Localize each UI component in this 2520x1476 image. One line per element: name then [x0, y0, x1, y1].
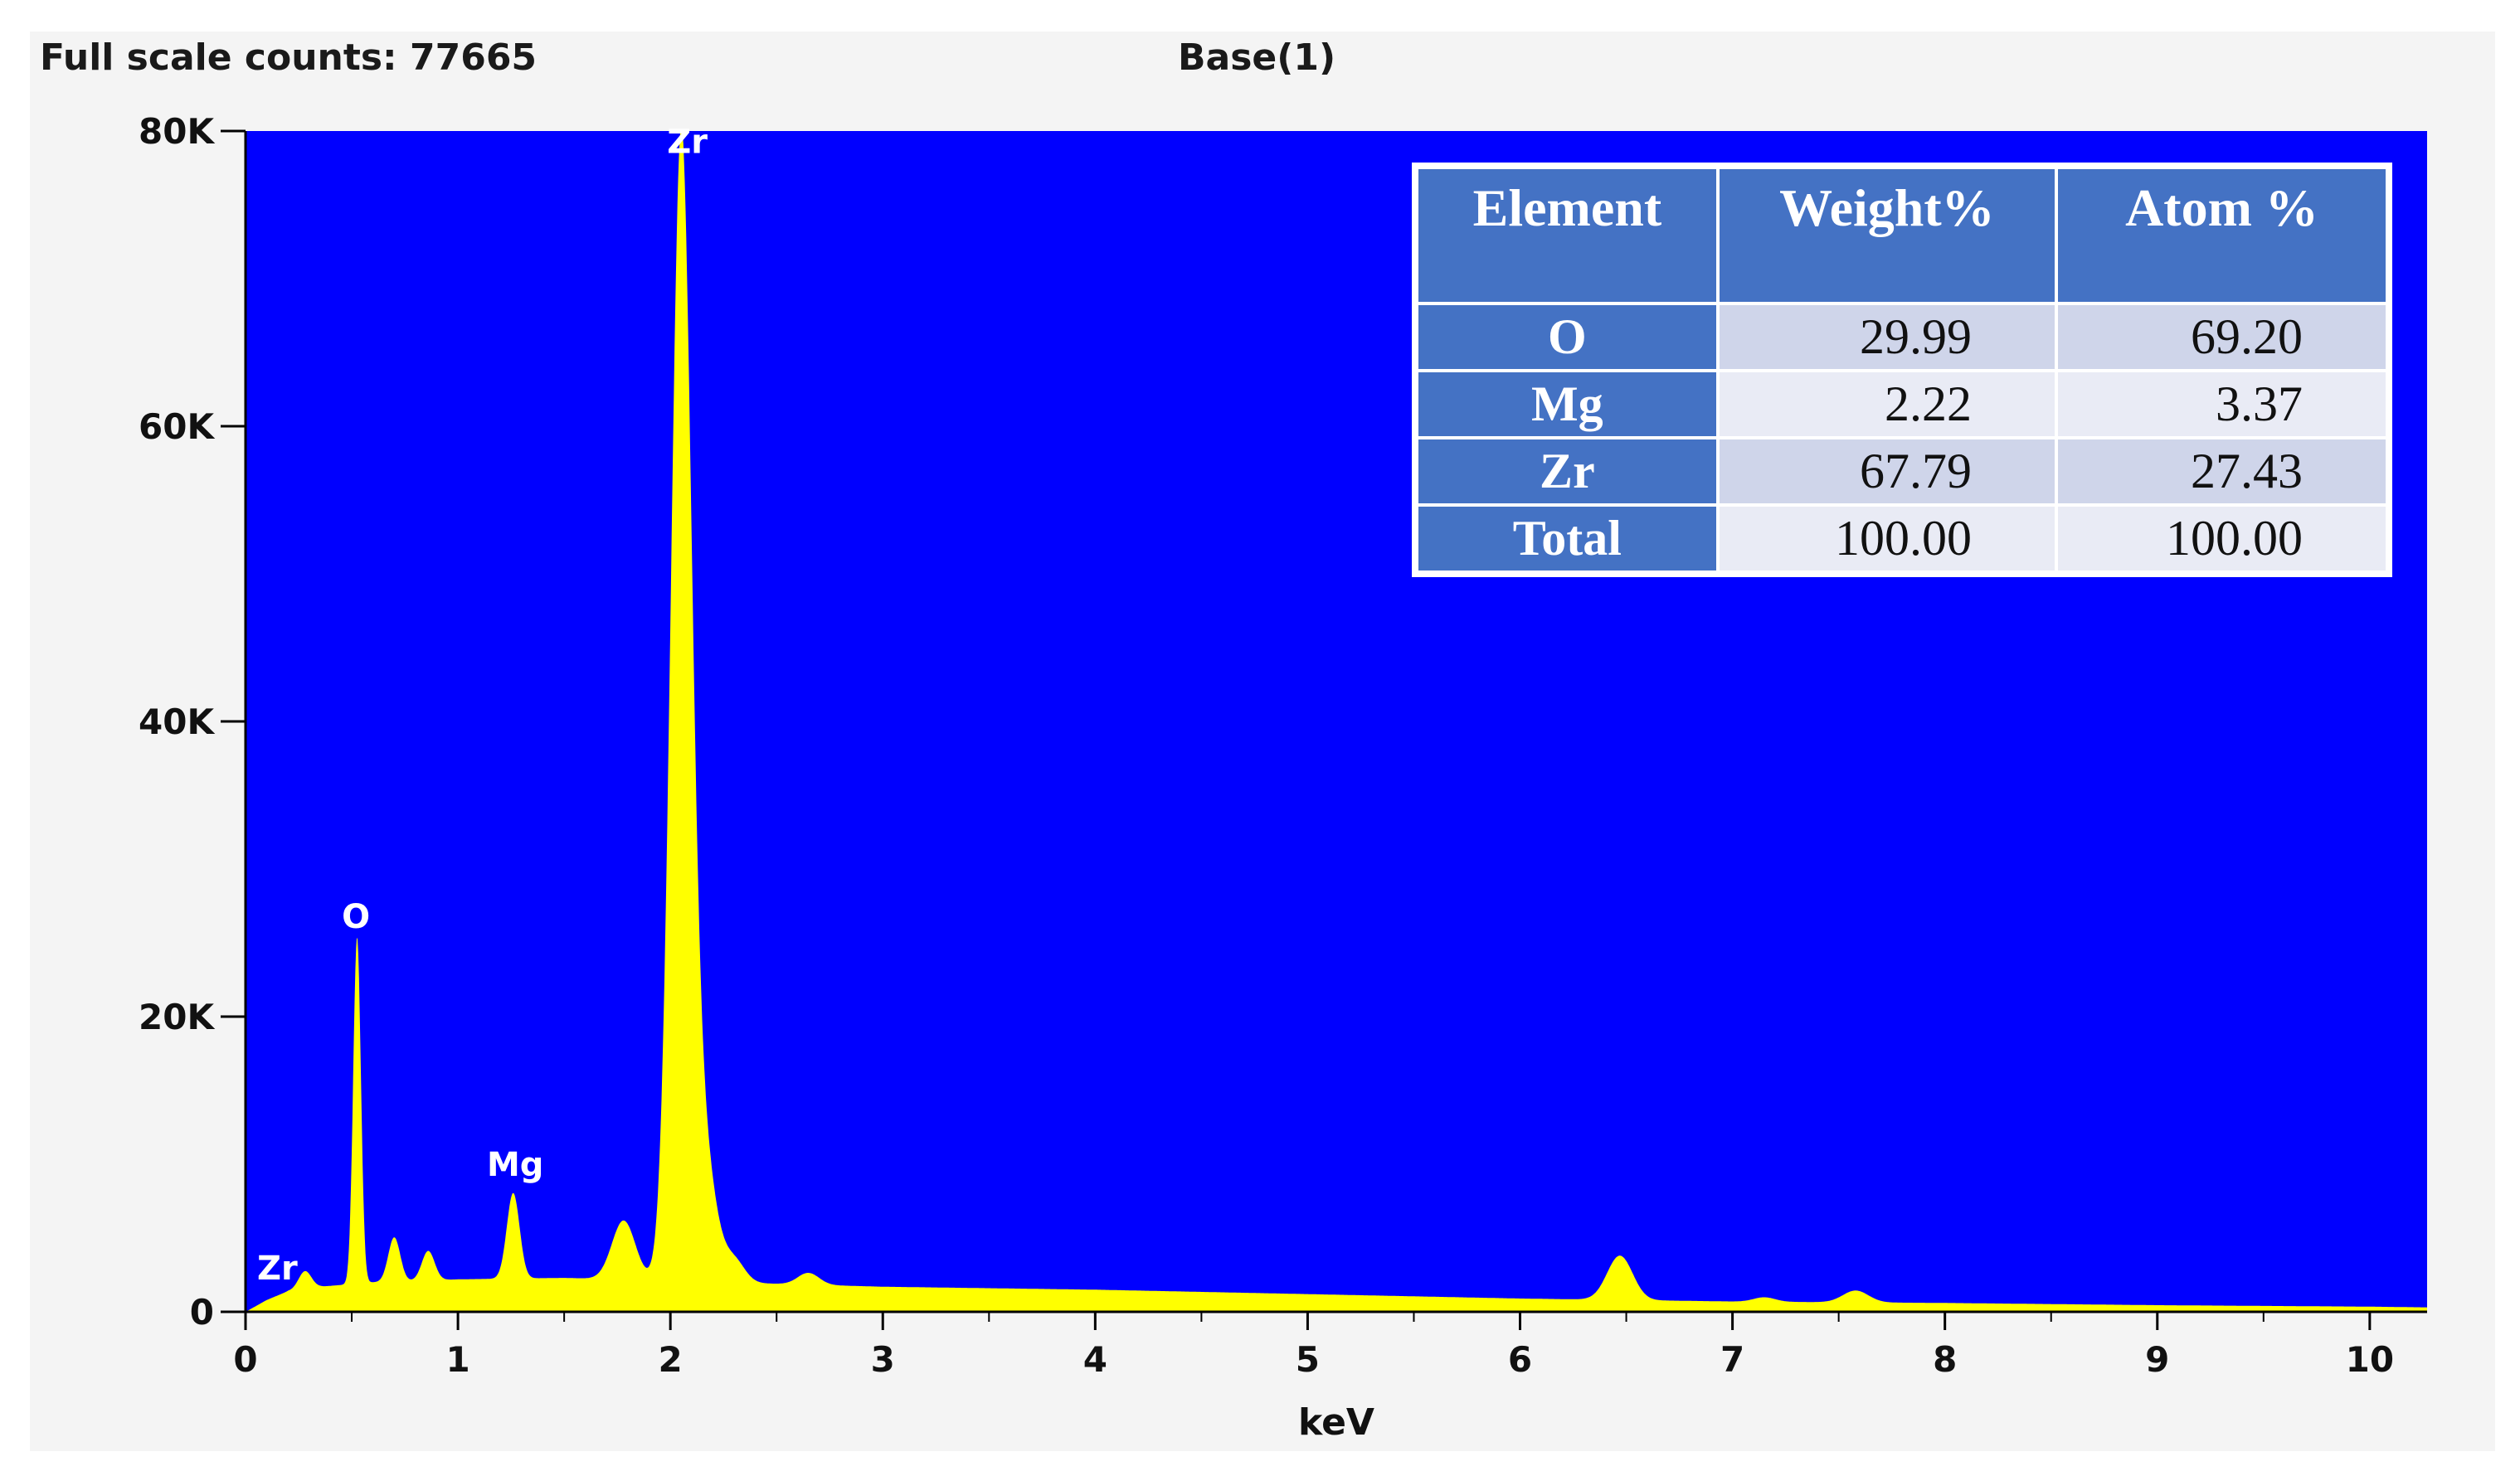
- composition-table: Element Weight% Atom % O 29.99 69.20 Mg …: [1412, 163, 2392, 577]
- header-atom: Atom %: [2055, 166, 2389, 305]
- peak-label: Zr: [257, 1250, 298, 1288]
- weight-cell: 100.00: [1715, 503, 2059, 574]
- x-tick-label: 2: [659, 1339, 683, 1380]
- header-weight: Weight%: [1715, 166, 2059, 305]
- weight-cell: 2.22: [1715, 369, 2059, 439]
- element-cell: Mg: [1415, 369, 1720, 439]
- table-row: O 29.99 69.20: [1415, 302, 2389, 372]
- table-row: Mg 2.22 3.37: [1415, 369, 2389, 439]
- y-tick-label: 20K: [139, 997, 215, 1037]
- x-tick-label: 10: [2346, 1339, 2394, 1380]
- atom-cell: 27.43: [2055, 436, 2389, 507]
- atom-cell: 69.20: [2055, 302, 2389, 372]
- element-cell: Total: [1415, 503, 1720, 574]
- spectrum-name: Base(1): [1178, 36, 1336, 79]
- table-row: Total 100.00 100.00: [1415, 503, 2389, 574]
- x-tick-label: 6: [1508, 1339, 1532, 1380]
- x-tick-label: 5: [1296, 1339, 1320, 1380]
- y-tick-label: 60K: [139, 406, 215, 447]
- peak-label: Mg: [487, 1146, 543, 1184]
- x-axis-label: keV: [1298, 1401, 1374, 1444]
- y-tick-label: 0: [190, 1292, 214, 1333]
- x-tick-label: 7: [1720, 1339, 1744, 1380]
- y-tick-label: 80K: [139, 111, 215, 152]
- x-tick-label: 8: [1933, 1339, 1957, 1380]
- x-tick-label: 0: [233, 1339, 257, 1380]
- peak-label: Zr: [667, 124, 708, 162]
- x-tick-label: 4: [1083, 1339, 1107, 1380]
- element-cell: O: [1415, 302, 1720, 372]
- full-scale-counts: Full scale counts: 77665: [40, 36, 538, 79]
- table-row: Zr 67.79 27.43: [1415, 436, 2389, 507]
- weight-cell: 29.99: [1715, 302, 2059, 372]
- y-tick-label: 40K: [139, 702, 215, 742]
- header-element: Element: [1415, 166, 1720, 305]
- atom-cell: 3.37: [2055, 369, 2389, 439]
- table-header-row: Element Weight% Atom %: [1415, 166, 2389, 305]
- peak-label: O: [342, 898, 370, 936]
- x-tick-label: 3: [871, 1339, 895, 1380]
- x-tick-label: 9: [2145, 1339, 2169, 1380]
- element-cell: Zr: [1415, 436, 1720, 507]
- atom-cell: 100.00: [2055, 503, 2389, 574]
- spectrum-area: [246, 131, 2427, 1312]
- x-tick-label: 1: [445, 1339, 469, 1380]
- weight-cell: 67.79: [1715, 436, 2059, 507]
